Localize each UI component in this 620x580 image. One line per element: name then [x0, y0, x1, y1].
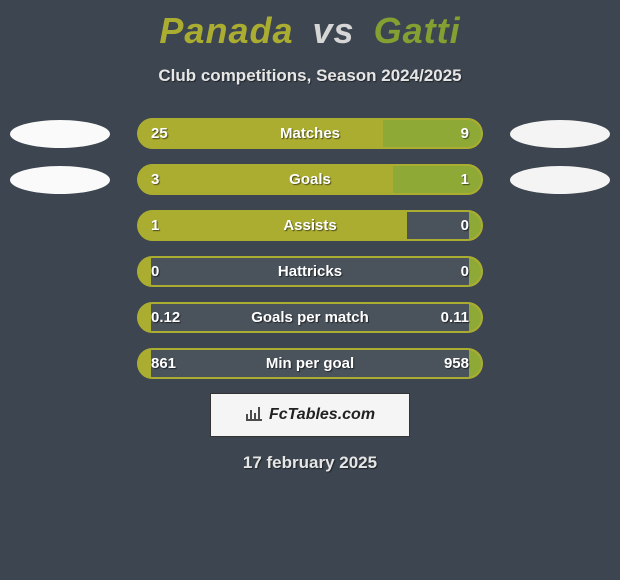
stat-row: 31Goals	[0, 164, 620, 195]
comparison-card: Panada vs Gatti Club competitions, Seaso…	[0, 0, 620, 473]
title: Panada vs Gatti	[159, 10, 460, 52]
vs-label: vs	[313, 10, 355, 51]
stat-row: 0.120.11Goals per match	[0, 302, 620, 333]
subtitle: Club competitions, Season 2024/2025	[158, 66, 461, 86]
date-label: 17 february 2025	[243, 453, 377, 473]
source-logo-text: FcTables.com	[269, 406, 375, 424]
player2-badge-placeholder	[510, 166, 610, 194]
player1-badge-placeholder	[10, 120, 110, 148]
chart-icon	[245, 405, 263, 425]
stat-label: Hattricks	[137, 263, 483, 280]
stat-label: Min per goal	[137, 355, 483, 372]
source-logo-card[interactable]: FcTables.com	[210, 393, 410, 437]
player1-badge-placeholder	[10, 166, 110, 194]
stat-bar: 31Goals	[137, 164, 483, 195]
stat-bar: 0.120.11Goals per match	[137, 302, 483, 333]
stat-bar: 10Assists	[137, 210, 483, 241]
stat-label: Goals per match	[137, 309, 483, 326]
stat-bar: 861958Min per goal	[137, 348, 483, 379]
player1-name: Panada	[159, 10, 293, 51]
stat-label: Matches	[137, 125, 483, 142]
stat-label: Assists	[137, 217, 483, 234]
player2-name: Gatti	[374, 10, 461, 51]
stat-row: 00Hattricks	[0, 256, 620, 287]
stat-row: 10Assists	[0, 210, 620, 241]
stat-bar: 00Hattricks	[137, 256, 483, 287]
stats-region: 259Matches 31Goals 10Assists 00Hattricks 0.1…	[0, 118, 620, 379]
stat-row: 259Matches	[0, 118, 620, 149]
stat-row: 861958Min per goal	[0, 348, 620, 379]
stat-label: Goals	[137, 171, 483, 188]
player2-badge-placeholder	[510, 120, 610, 148]
stat-bar: 259Matches	[137, 118, 483, 149]
